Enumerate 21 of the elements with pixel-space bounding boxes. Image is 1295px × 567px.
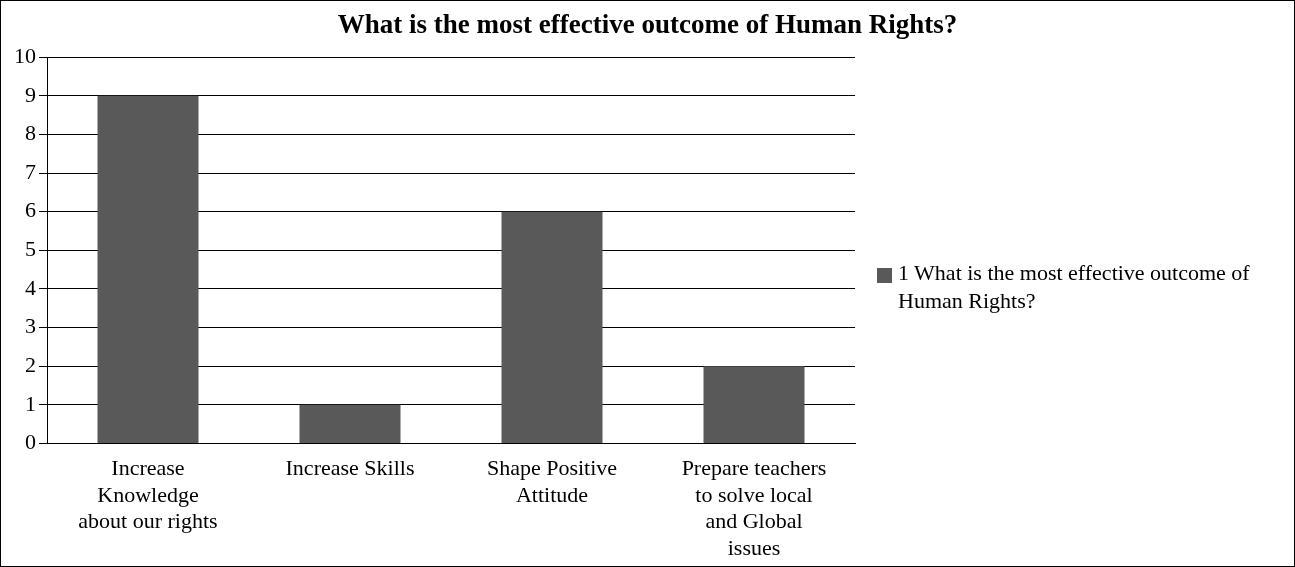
y-tick-label: 6 <box>25 197 36 223</box>
x-tick-label: Shape Positive Attitude <box>486 455 618 507</box>
x-tick-label: Increase Knowledge about our rights <box>78 455 218 534</box>
bar <box>703 366 805 443</box>
y-tick-label: 2 <box>25 351 36 377</box>
y-tick-label: 5 <box>25 236 36 262</box>
y-tick-label: 0 <box>25 429 36 455</box>
x-tick-label: Prepare teachers to solve local and Global issues <box>681 455 827 560</box>
x-tick-label: Increase Skills <box>285 455 415 481</box>
legend-label: 1 What is the most effective outcome of Human Rights? <box>898 259 1251 315</box>
bar <box>501 211 603 443</box>
y-tick-label: 3 <box>25 313 36 339</box>
y-tick-label: 7 <box>25 158 36 184</box>
bar <box>97 95 199 443</box>
y-tick-label: 8 <box>25 120 36 146</box>
y-tick-label: 4 <box>25 274 36 300</box>
bar <box>299 404 401 443</box>
y-tick-label: 10 <box>14 42 36 68</box>
y-tick-label: 1 <box>25 390 36 416</box>
y-tick-label: 9 <box>25 81 36 107</box>
chart-title: What is the most effective outcome of Human Rights? <box>336 9 959 40</box>
